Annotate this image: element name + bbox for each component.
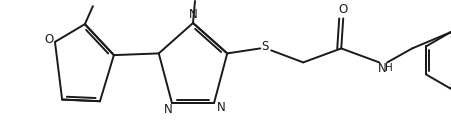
Text: O: O xyxy=(338,3,347,16)
Text: O: O xyxy=(44,33,54,46)
Text: S: S xyxy=(261,40,268,53)
Text: N: N xyxy=(163,103,172,116)
Text: N: N xyxy=(188,8,197,21)
Text: H: H xyxy=(385,63,392,73)
Text: N: N xyxy=(216,101,225,114)
Text: N: N xyxy=(377,62,386,75)
